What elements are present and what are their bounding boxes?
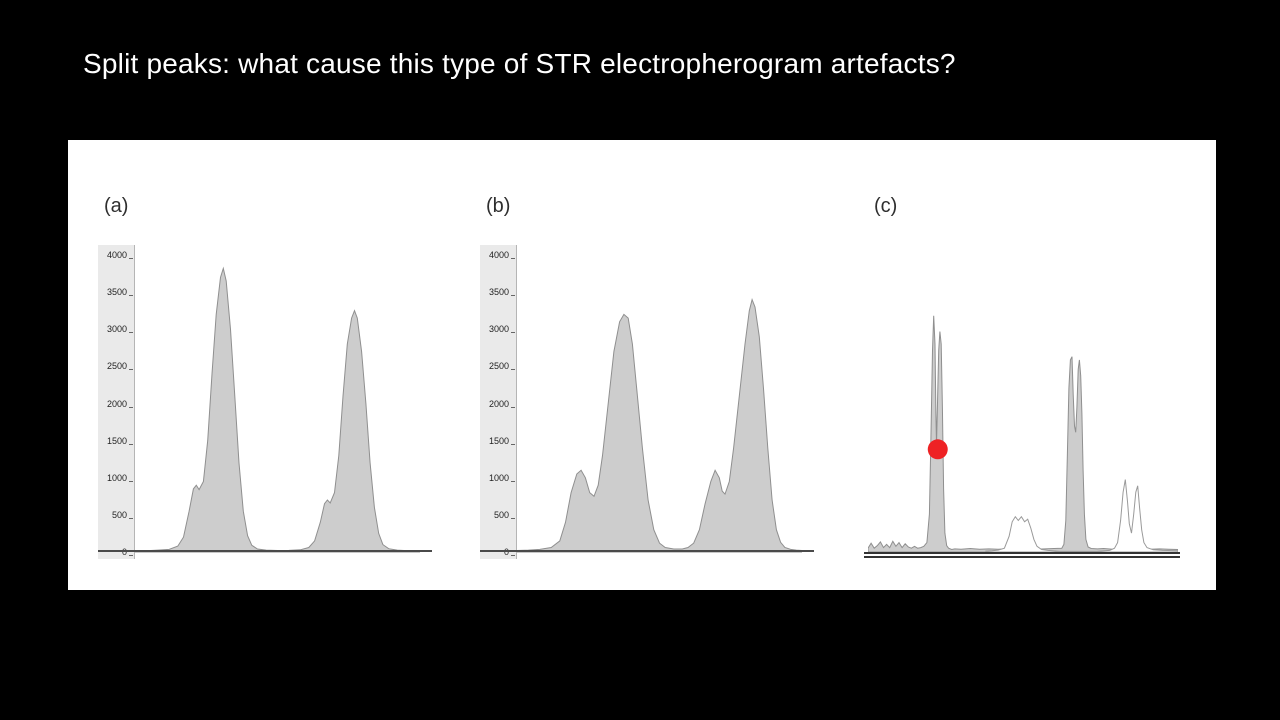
panel-label-a: (a) (104, 195, 129, 217)
split-peaks-gray-trace (868, 315, 1178, 553)
x-axis-line-c-lower (864, 556, 1180, 558)
chart-panel-a: (a) 4000 3500 3000 2500 2000 1500 1000 500 0 (98, 195, 458, 575)
chart-panel-b: (b) 4000 3500 3000 2500 2000 1500 1000 500 0 (480, 195, 840, 575)
red-dot-annotation (927, 439, 948, 460)
y-tick-label: 1000 (488, 472, 516, 483)
electropherogram-plot-b (517, 297, 802, 553)
y-tick-label: 0 (121, 547, 134, 557)
x-axis-line-a (98, 550, 432, 552)
x-axis-line-b (480, 550, 814, 552)
y-tick-label: 1500 (106, 435, 134, 446)
panel-label-b: (b) (486, 195, 511, 217)
y-tick-label: 2500 (488, 361, 516, 372)
chart-panel-c: (c) (864, 195, 1188, 575)
panel-label-c: (c) (874, 195, 898, 217)
split-peaks-white-trace (985, 479, 1178, 553)
allele-peaks-with-shoulder-peaks (517, 297, 802, 553)
y-tick-label: 3500 (488, 287, 516, 298)
y-tick-label: 2500 (106, 361, 134, 372)
y-tick-label: 500 (493, 509, 516, 520)
y-tick-label: 3500 (106, 287, 134, 298)
allele-peaks-normal (135, 266, 420, 553)
x-axis-line-c-upper (864, 552, 1180, 554)
y-tick-label: 3000 (106, 324, 134, 335)
y-tick-label: 1000 (106, 472, 134, 483)
y-tick-label: 500 (111, 509, 134, 520)
y-axis-b: 4000 3500 3000 2500 2000 1500 1000 500 0 (480, 245, 517, 559)
y-tick-label: 2000 (106, 398, 134, 409)
y-tick-label: 2000 (488, 398, 516, 409)
y-tick-label: 0 (503, 547, 516, 557)
content-panel: (a) 4000 3500 3000 2500 2000 1500 1000 500 0 (b)… (68, 140, 1216, 590)
y-tick-label: 3000 (488, 324, 516, 335)
electropherogram-plot-c (868, 315, 1178, 553)
y-axis-a: 4000 3500 3000 2500 2000 1500 1000 500 0 (98, 245, 135, 559)
y-tick-label: 4000 (488, 250, 516, 260)
y-tick-label: 1500 (488, 435, 516, 446)
y-tick-label: 4000 (106, 250, 134, 260)
slide-title: Split peaks: what cause this type of STR… (83, 48, 956, 79)
electropherogram-plot-a (135, 266, 420, 553)
